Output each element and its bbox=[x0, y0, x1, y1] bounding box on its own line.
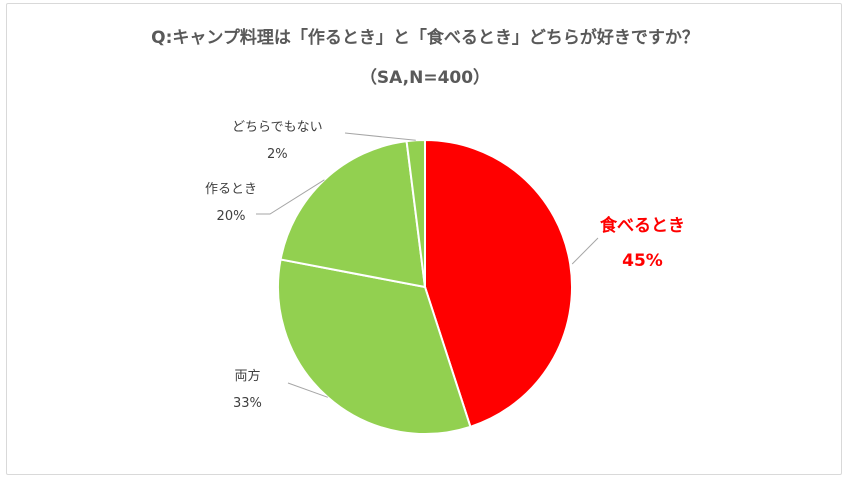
data-label-tabéru: 食べるとき 45% bbox=[600, 218, 685, 270]
leader-line bbox=[571, 237, 599, 265]
data-label-value: 33% bbox=[233, 396, 262, 411]
data-label-tsukuru: 作るとき 20% bbox=[205, 183, 257, 223]
pie-slice bbox=[424, 138, 573, 429]
data-label-value: 2% bbox=[267, 147, 288, 162]
leader-line bbox=[256, 179, 325, 215]
data-label-value: 20% bbox=[216, 209, 246, 224]
pie-slice bbox=[277, 258, 472, 435]
data-label-name: どちらでもない bbox=[232, 120, 323, 135]
chart-title: Q:キャンプ料理は「作るとき」と「食べるとき」どちらが好きですか？ bbox=[151, 28, 699, 48]
data-label-ryouhou: 両方 33% bbox=[233, 370, 262, 410]
data-label-name: 両方 bbox=[234, 369, 261, 384]
chart-subtitle: （SA,N=400） bbox=[359, 68, 491, 88]
leader-line bbox=[344, 132, 416, 141]
leader-line bbox=[287, 382, 328, 398]
data-label-name: 食べるとき bbox=[600, 216, 685, 236]
data-label-value: 45% bbox=[622, 251, 663, 271]
data-label-name: 作るとき bbox=[205, 182, 258, 197]
data-label-dochiramo: どちらでもない 2% bbox=[232, 121, 323, 161]
